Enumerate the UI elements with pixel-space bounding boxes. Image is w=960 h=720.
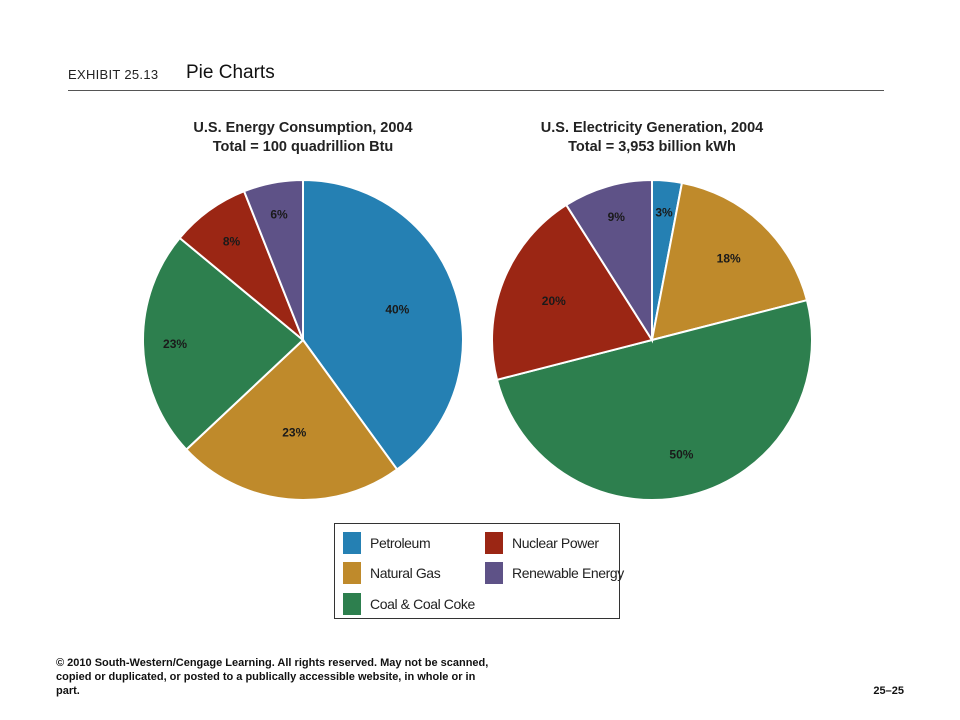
pie-slice-coal-coal-coke [142, 236, 305, 451]
pie-slice-renewable-energy [564, 178, 653, 344]
page-number: 25–25 [873, 685, 904, 697]
slice-label-renewable-energy: 6% [270, 207, 288, 221]
chart-subtitle: Total = 100 quadrillion Btu [213, 139, 394, 155]
legend-swatch [485, 532, 503, 554]
pie-slices: 3% 18% 50% 20% 9% [491, 178, 813, 501]
legend-swatch [343, 532, 361, 554]
slice-label-coal-coal-coke: 23% [163, 337, 187, 351]
legend-label: Petroleum [370, 535, 431, 551]
copyright-notice: © 2010 South-Western/Cengage Learning. A… [56, 657, 489, 697]
slice-label-petroleum: 3% [655, 206, 673, 220]
exhibit-label: EXHIBIT 25.13 [68, 67, 159, 82]
legend-label: Coal & Coal Coke [370, 596, 475, 612]
slice-label-nuclear-power: 8% [223, 235, 241, 249]
electricity-generation-pie-chart: U.S. Electricity Generation, 2004 Total … [491, 120, 813, 501]
chart-title: U.S. Electricity Generation, 2004 [541, 120, 763, 136]
legend-swatch [485, 562, 503, 584]
exhibit-header: EXHIBIT 25.13 Pie Charts [68, 60, 884, 91]
legend-swatch [343, 562, 361, 584]
legend-label: Natural Gas [370, 565, 441, 581]
pie-slice-natural-gas [650, 181, 809, 342]
pie-slice-renewable-energy [242, 178, 304, 341]
slice-label-nuclear-power: 20% [542, 294, 566, 308]
slice-label-natural-gas: 23% [282, 425, 306, 439]
legend: Petroleum Nuclear Power Natural Gas Rene… [334, 523, 624, 619]
slice-label-natural-gas: 18% [717, 251, 741, 265]
exhibit-title: Pie Charts [186, 62, 275, 83]
pie-slices: 40% 23% 23% 8% 6% [142, 178, 464, 501]
legend-label: Renewable Energy [512, 565, 624, 581]
slice-label-coal-coal-coke: 50% [669, 448, 693, 462]
pie-slice-nuclear-power [491, 203, 654, 382]
energy-consumption-pie-chart: U.S. Energy Consumption, 2004 Total = 10… [142, 120, 464, 501]
slice-label-renewable-energy: 9% [608, 210, 626, 224]
slice-label-petroleum: 40% [385, 302, 409, 316]
chart-subtitle: Total = 3,953 billion kWh [568, 139, 736, 155]
legend-label: Nuclear Power [512, 535, 599, 551]
chart-title: U.S. Energy Consumption, 2004 [193, 120, 412, 136]
pie-slice-coal-coal-coke [495, 298, 813, 501]
pie-slice-petroleum [302, 178, 464, 471]
legend-swatch [343, 593, 361, 615]
pie-slice-natural-gas [184, 338, 399, 501]
